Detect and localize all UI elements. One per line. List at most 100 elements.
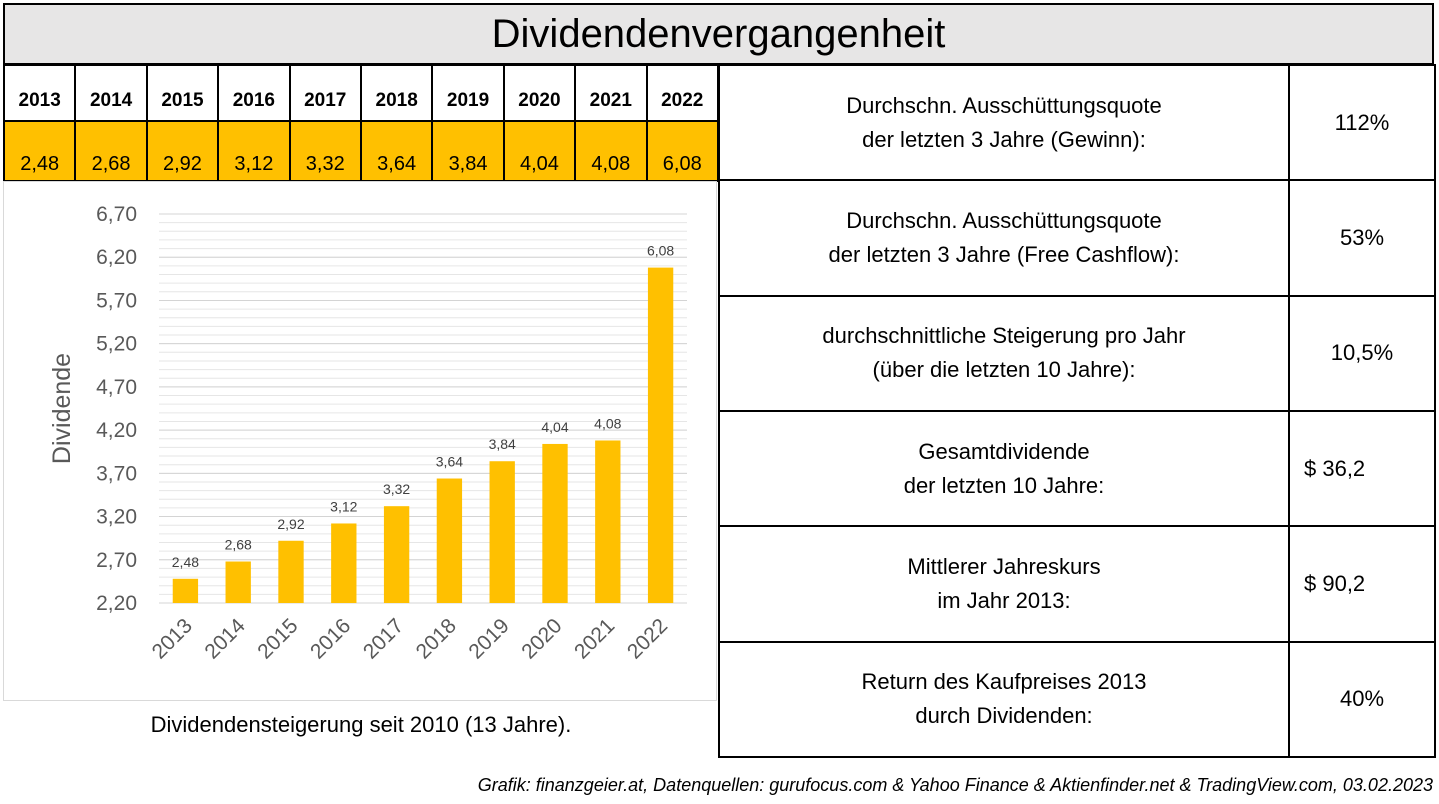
dividend-value-cell: 2,68 bbox=[74, 120, 148, 182]
x-tick-label: 2020 bbox=[517, 614, 566, 663]
year-cell: 2016 bbox=[217, 64, 291, 122]
y-tick-label: 2,20 bbox=[96, 592, 137, 615]
metric-row-avg-price: Mittlerer Jahreskurs im Jahr 2013: $ 90,… bbox=[718, 525, 1436, 643]
dividend-value-row: 2,48 2,68 2,92 3,12 3,32 3,64 3,84 4,04 … bbox=[2, 120, 720, 182]
metric-row-return: Return des Kaufpreises 2013 durch Divide… bbox=[718, 640, 1436, 759]
metric-label: Durchschn. Ausschüttungsquote der letzte… bbox=[718, 179, 1290, 297]
metric-label-line: Durchschn. Ausschüttungsquote bbox=[846, 92, 1162, 118]
year-row: 2013 2014 2015 2016 2017 2018 2019 2020 … bbox=[2, 64, 720, 122]
y-tick-label: 2,70 bbox=[96, 549, 137, 572]
source-note: Grafik: finanzgeier.at, Datenquellen: gu… bbox=[477, 775, 1433, 795]
dividend-value-cell: 3,84 bbox=[431, 120, 505, 182]
x-tick-label: 2017 bbox=[359, 614, 408, 663]
bar bbox=[172, 578, 199, 603]
dividend-year-table: 2013 2014 2015 2016 2017 2018 2019 2020 … bbox=[2, 64, 720, 182]
metric-label-line: der letzten 3 Jahre (Free Cashflow): bbox=[828, 241, 1180, 267]
metric-label: Mittlerer Jahreskurs im Jahr 2013: bbox=[718, 525, 1290, 643]
metric-label: Return des Kaufpreises 2013 durch Divide… bbox=[718, 640, 1290, 759]
bar-value-label: 3,12 bbox=[330, 498, 357, 514]
x-tick-label: 2014 bbox=[200, 614, 250, 664]
metric-label-line: der letzten 3 Jahre (Gewinn): bbox=[862, 126, 1146, 152]
metric-label-line: Durchschn. Ausschüttungsquote bbox=[846, 207, 1162, 233]
x-tick-label: 2016 bbox=[306, 614, 355, 663]
bar-value-label: 3,32 bbox=[383, 481, 410, 497]
x-tick-label: 2015 bbox=[253, 614, 302, 663]
metric-label-line: im Jahr 2013: bbox=[937, 587, 1071, 613]
bar-value-label: 6,08 bbox=[647, 243, 674, 259]
metric-label: Gesamtdividende der letzten 10 Jahre: bbox=[718, 409, 1290, 528]
bar bbox=[436, 478, 463, 603]
dividend-value-cell: 4,04 bbox=[502, 120, 577, 182]
metric-label: durchschnittliche Steigerung pro Jahr (ü… bbox=[718, 294, 1290, 412]
bar-value-label: 3,84 bbox=[489, 436, 516, 452]
dividend-value-cell: 6,08 bbox=[645, 120, 720, 182]
bar-value-label: 2,92 bbox=[277, 516, 304, 532]
dividend-value-cell: 2,92 bbox=[145, 120, 220, 182]
y-tick-label: 4,70 bbox=[96, 376, 137, 399]
year-cell: 2018 bbox=[359, 64, 434, 122]
y-tick-label: 3,20 bbox=[96, 506, 137, 529]
metric-label-line: Mittlerer Jahreskurs bbox=[907, 553, 1101, 579]
metric-value: 112% bbox=[1288, 63, 1436, 182]
metric-value: 40% bbox=[1288, 640, 1436, 759]
year-cell: 2019 bbox=[431, 64, 505, 122]
metric-label-line: durch Dividenden: bbox=[915, 703, 1093, 729]
bar bbox=[595, 440, 621, 603]
dividend-chart: 2,20 2,70 3,20 3,70 4,20 4,70 5,20 5,70 6,20 6,70… bbox=[3, 181, 717, 701]
dividend-bar-chart-svg: 2,20 2,70 3,20 3,70 4,20 4,70 5,20 5,70 6,20 6,70… bbox=[48, 203, 687, 664]
y-tick-label: 5,20 bbox=[96, 333, 137, 356]
metrics-table: Durchschn. Ausschüttungsquote der letzte… bbox=[718, 63, 1436, 759]
metric-label-line: durchschnittliche Steigerung pro Jahr bbox=[822, 323, 1186, 349]
bar bbox=[647, 267, 674, 603]
metric-value: $ 36,2 bbox=[1288, 409, 1436, 528]
bar-value-label: 4,08 bbox=[594, 415, 621, 431]
chart-caption: Dividendensteigerung seit 2010 (13 Jahre… bbox=[150, 712, 572, 737]
metric-label: Durchschn. Ausschüttungsquote der letzte… bbox=[718, 63, 1290, 182]
y-tick-label: 6,70 bbox=[96, 203, 137, 226]
year-cell: 2014 bbox=[74, 64, 148, 122]
y-tick-label: 3,70 bbox=[96, 462, 137, 485]
x-tick-label: 2019 bbox=[464, 614, 513, 663]
metric-row-total-dividend: Gesamtdividende der letzten 10 Jahre: $ … bbox=[718, 409, 1436, 528]
bar bbox=[542, 443, 568, 603]
y-tick-label: 4,20 bbox=[96, 419, 137, 442]
dividend-value-cell: 2,48 bbox=[2, 120, 77, 182]
y-axis-label: Dividende bbox=[48, 353, 76, 464]
year-cell: 2020 bbox=[502, 64, 577, 122]
metric-label-line: (über die letzten 10 Jahre): bbox=[872, 357, 1136, 383]
metric-row-payout-earnings: Durchschn. Ausschüttungsquote der letzte… bbox=[718, 63, 1436, 182]
bar bbox=[383, 506, 410, 603]
bar-value-label: 4,04 bbox=[541, 419, 568, 435]
bar bbox=[331, 523, 357, 603]
y-tick-label: 6,20 bbox=[96, 246, 137, 269]
metric-row-payout-fcf: Durchschn. Ausschüttungsquote der letzte… bbox=[718, 179, 1436, 297]
metric-row-avg-growth: durchschnittliche Steigerung pro Jahr (ü… bbox=[718, 294, 1436, 412]
bar-value-label: 3,64 bbox=[436, 454, 463, 470]
bar-value-label: 2,68 bbox=[225, 537, 252, 553]
dividend-value-cell: 4,08 bbox=[574, 120, 648, 182]
dividend-value-cell: 3,32 bbox=[288, 120, 362, 182]
dividend-value-cell: 3,12 bbox=[217, 120, 291, 182]
bar-value-label: 2,48 bbox=[172, 554, 199, 570]
x-tick-label: 2022 bbox=[623, 614, 672, 663]
metric-value: 53% bbox=[1288, 179, 1436, 297]
year-cell: 2017 bbox=[288, 64, 362, 122]
x-tick-label: 2018 bbox=[412, 614, 461, 663]
bar bbox=[278, 540, 304, 603]
bar bbox=[489, 461, 515, 603]
year-cell: 2013 bbox=[2, 64, 77, 122]
metric-label-line: Gesamtdividende bbox=[918, 438, 1090, 464]
x-tick-label: 2021 bbox=[570, 614, 619, 663]
year-cell: 2022 bbox=[645, 64, 720, 122]
x-tick-label: 2013 bbox=[148, 614, 197, 663]
metric-label-line: Return des Kaufpreises 2013 bbox=[861, 669, 1147, 695]
dividend-value-cell: 3,64 bbox=[359, 120, 434, 182]
metric-value: 10,5% bbox=[1288, 294, 1436, 412]
page-title: Dividendenvergangenheit bbox=[3, 3, 1434, 65]
y-tick-label: 5,70 bbox=[96, 289, 137, 312]
bar bbox=[225, 561, 251, 603]
year-cell: 2021 bbox=[574, 64, 648, 122]
year-cell: 2015 bbox=[145, 64, 220, 122]
metric-label-line: der letzten 10 Jahre: bbox=[903, 472, 1105, 498]
metric-value: $ 90,2 bbox=[1288, 525, 1436, 643]
